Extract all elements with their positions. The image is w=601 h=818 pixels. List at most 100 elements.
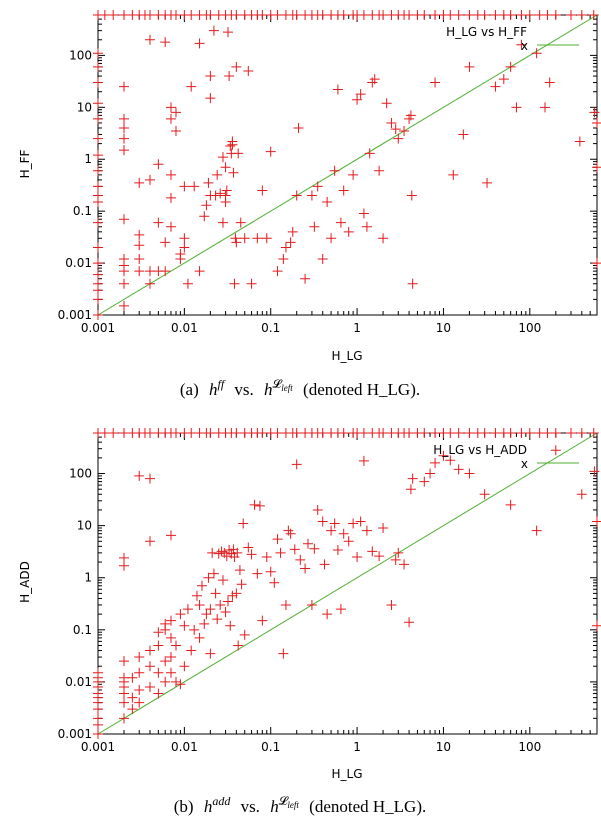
chart-b-point <box>134 697 145 708</box>
chart-a-point <box>261 233 272 244</box>
chart-a-point <box>144 278 155 289</box>
chart-a-point-top-edge <box>524 10 535 20</box>
chart-b-point <box>189 624 200 635</box>
chart-a-point <box>358 208 369 219</box>
chart-b-point-top-edge <box>576 428 587 438</box>
chart-b-point <box>205 648 216 659</box>
chart-a-point <box>165 221 176 232</box>
chart-b-point <box>238 518 249 529</box>
chart-b-point <box>322 609 333 620</box>
chart-b-point <box>175 609 186 620</box>
chart-b-point <box>160 618 171 629</box>
chart-a-point-top-edge <box>99 10 110 20</box>
caption-a-h2-sub: left <box>281 383 293 393</box>
chart-b-point <box>335 604 346 615</box>
chart-b-point <box>175 679 186 690</box>
chart-b-point <box>407 473 418 484</box>
chart-b-point <box>317 516 328 527</box>
chart-a-point <box>225 140 236 151</box>
chart-a-point <box>574 136 585 147</box>
chart-a-point <box>221 185 232 196</box>
caption-b-h2-sub: left <box>287 800 299 810</box>
chart-a-point <box>278 253 289 264</box>
chart-a-point <box>134 253 145 264</box>
chart-b-point <box>505 499 516 510</box>
chart-b-point <box>191 590 202 601</box>
chart-a-point-top-edge <box>419 10 430 20</box>
chart-a-point <box>540 102 551 113</box>
chart-b-y-tick-label: 10 <box>77 519 92 533</box>
chart-b-point <box>326 525 337 536</box>
chart-a-point <box>511 102 522 113</box>
chart-a-point <box>203 177 214 188</box>
chart-a-point <box>228 167 239 178</box>
chart-b-point <box>378 523 389 534</box>
chart-a-point-top-edge <box>118 10 129 20</box>
chart-a-point <box>134 177 145 188</box>
chart-b-point-top-edge <box>205 428 216 438</box>
chart-a-point <box>118 81 129 92</box>
chart-a-point <box>306 190 317 201</box>
chart-b-point <box>160 676 171 687</box>
chart-a-point-top-edge <box>445 10 456 20</box>
chart-a-point <box>170 107 181 118</box>
chart-a-point <box>272 266 283 277</box>
panel-b: 0.001 0.01 0.1 1 10 100 0.001 0.01 0.1 1 10 100 H_L… <box>18 428 601 816</box>
chart-b-point-top-edge <box>358 428 369 438</box>
chart-b-point <box>179 661 190 672</box>
chart-a-point <box>93 294 103 305</box>
chart-b-point <box>144 681 155 692</box>
chart-b-point <box>127 692 138 703</box>
chart-a-legend-x-label: x <box>521 39 528 53</box>
chart-a-y-tick-label: 10 <box>77 100 92 114</box>
chart-b-point <box>93 667 103 678</box>
chart-b-point <box>170 640 181 651</box>
chart-a-point <box>118 214 129 225</box>
chart-b-point <box>118 697 129 708</box>
caption-b-h2-sup: 𝓛 <box>279 794 289 808</box>
chart-b-point <box>302 538 313 549</box>
caption-b-h-sup: add <box>212 794 231 808</box>
chart-a-point <box>93 242 103 253</box>
chart-a-point <box>186 81 197 92</box>
chart-b-point <box>291 459 302 470</box>
chart-a-point <box>338 185 349 196</box>
chart-b-point <box>225 620 236 631</box>
chart-a-point-top-edge <box>231 10 242 20</box>
chart-a-point <box>317 253 328 264</box>
chart-b-point-top-edge <box>588 428 599 438</box>
chart-a-point <box>243 66 254 77</box>
chart-a-point-top-edge <box>358 10 369 20</box>
chart-b-point-top-edge <box>99 428 110 438</box>
chart-b-x-tick-label: 10 <box>436 740 451 754</box>
chart-b-point-top-edge <box>170 428 181 438</box>
chart-a-point <box>93 269 103 280</box>
chart-a-point <box>201 200 212 211</box>
chart-a-point <box>309 221 320 232</box>
panel-a: 0.001 0.01 0.1 1 10 100 0.001 0.01 0.1 1 10 100 H_L… <box>18 10 601 399</box>
chart-a-point <box>544 77 555 88</box>
chart-b-point <box>118 656 129 667</box>
caption-a-vs: vs. <box>234 380 253 399</box>
chart-b-point <box>144 661 155 672</box>
chart-b-point <box>118 552 129 563</box>
chart-b-point-top-edge <box>516 428 527 438</box>
chart-b-point <box>272 534 283 545</box>
chart-b-point <box>118 713 129 724</box>
chart-b-point <box>165 667 176 678</box>
chart-a-point <box>215 188 226 199</box>
chart-a-x-tick-label: 100 <box>518 321 541 335</box>
chart-b-point <box>201 609 212 620</box>
chart-b-point <box>227 590 238 601</box>
chart-a-point <box>464 61 475 72</box>
chart-b-point-top-edge <box>566 428 577 438</box>
chart-b-point <box>216 546 227 557</box>
chart-a-point <box>300 273 311 284</box>
chart-a-point <box>407 278 418 289</box>
chart-a-point <box>364 148 375 159</box>
chart-b-xlabel: H_LG <box>331 767 362 781</box>
chart-b-y-tick-label: 100 <box>69 467 92 481</box>
chart-b-point <box>438 450 449 461</box>
chart-a-point <box>93 150 103 161</box>
